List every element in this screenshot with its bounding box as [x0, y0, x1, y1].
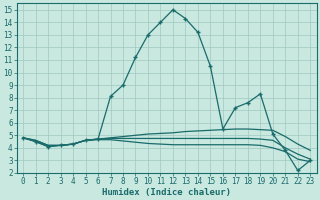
X-axis label: Humidex (Indice chaleur): Humidex (Indice chaleur)	[102, 188, 231, 197]
